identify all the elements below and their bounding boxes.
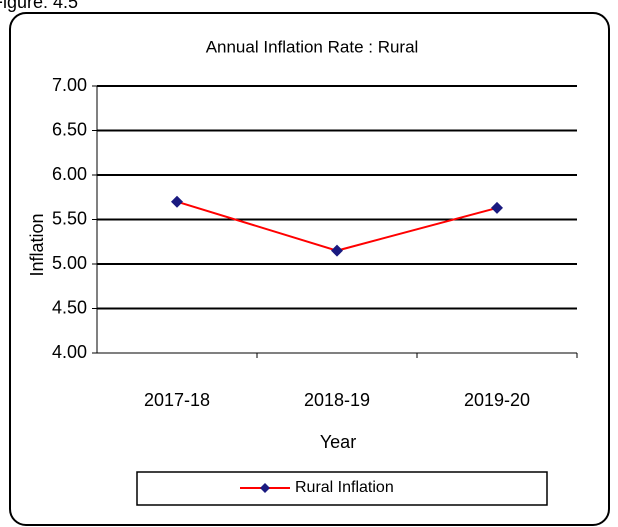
y-tick-label: 5.00 xyxy=(52,253,87,273)
y-tick-label: 5.50 xyxy=(52,208,87,228)
legend-marker xyxy=(260,483,270,493)
point xyxy=(331,244,343,257)
y-axis-label: Inflation xyxy=(27,213,47,276)
legend xyxy=(136,471,548,506)
caption: Figure: 4.5 xyxy=(0,0,78,12)
y-tick-label: 6.00 xyxy=(52,164,87,184)
x-tick-label: 2018-19 xyxy=(304,390,370,410)
y-tick-label: 4.50 xyxy=(52,297,87,317)
chart-title: Annual Inflation Rate : Rural xyxy=(206,37,419,56)
y-tick-label: 4.00 xyxy=(52,342,87,362)
chart-frame xyxy=(9,12,610,526)
series-line xyxy=(176,200,498,252)
point xyxy=(491,201,503,214)
x-axis-label: Year xyxy=(320,432,356,452)
legend-label: Rural Inflation xyxy=(295,479,394,496)
x-tick-label: 2019-20 xyxy=(464,390,530,410)
x-tick-label: 2017-18 xyxy=(144,390,210,410)
y-tick-label: 6.50 xyxy=(52,119,87,139)
point xyxy=(171,195,183,208)
y-tick-label: 7.00 xyxy=(52,75,87,95)
